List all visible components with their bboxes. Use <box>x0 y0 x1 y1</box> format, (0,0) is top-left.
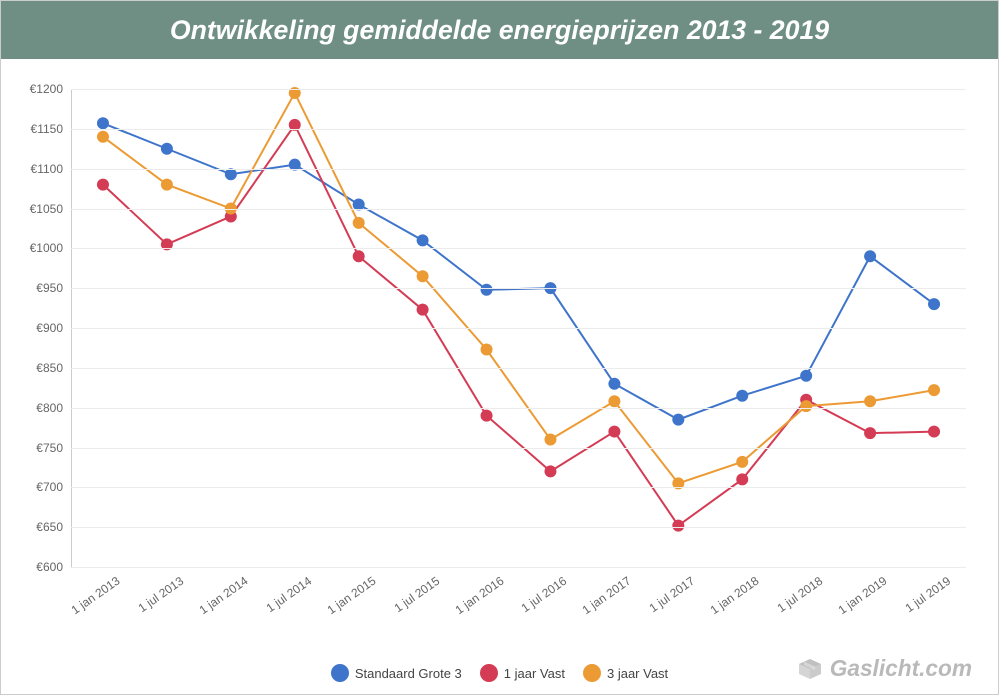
data-point <box>225 168 237 180</box>
grid-line <box>71 129 966 130</box>
x-tick-label: 1 jul 2015 <box>384 564 442 615</box>
data-point <box>417 304 429 316</box>
x-tick-label: 1 jul 2016 <box>512 564 570 615</box>
grid-line <box>71 368 966 369</box>
data-point <box>417 234 429 246</box>
grid-line <box>71 448 966 449</box>
data-point <box>672 414 684 426</box>
data-point <box>928 384 940 396</box>
data-point <box>161 179 173 191</box>
data-point <box>928 426 940 438</box>
data-point <box>417 270 429 282</box>
x-tick-label: 1 jan 2015 <box>317 564 378 617</box>
data-point <box>608 378 620 390</box>
data-point <box>736 390 748 402</box>
y-tick-label: €650 <box>36 520 71 534</box>
series-line <box>103 125 934 526</box>
data-point <box>97 117 109 129</box>
y-tick-label: €1200 <box>30 82 71 96</box>
legend-dot <box>583 664 601 682</box>
grid-line <box>71 487 966 488</box>
data-point <box>97 131 109 143</box>
data-point <box>97 179 109 191</box>
data-point <box>928 298 940 310</box>
legend-label: 3 jaar Vast <box>607 666 668 681</box>
x-tick-label: 1 jan 2018 <box>701 564 762 617</box>
data-point <box>864 427 876 439</box>
data-point <box>736 473 748 485</box>
y-tick-label: €600 <box>36 560 71 574</box>
data-point <box>481 344 493 356</box>
chart-title: Ontwikkeling gemiddelde energieprijzen 2… <box>170 15 829 46</box>
data-point <box>161 143 173 155</box>
grid-line <box>71 567 966 568</box>
grid-line <box>71 527 966 528</box>
y-tick-label: €800 <box>36 401 71 415</box>
chart-container: Ontwikkeling gemiddelde energieprijzen 2… <box>0 0 999 695</box>
legend-dot <box>480 664 498 682</box>
data-point <box>353 250 365 262</box>
x-tick-label: 1 jul 2013 <box>129 564 187 615</box>
plot-area: €600€650€700€750€800€850€900€950€1000€10… <box>71 89 966 567</box>
grid-line <box>71 288 966 289</box>
x-tick-label: 1 jul 2019 <box>896 564 954 615</box>
legend-label: 1 jaar Vast <box>504 666 565 681</box>
y-tick-label: €850 <box>36 361 71 375</box>
x-tick-label: 1 jan 2019 <box>829 564 890 617</box>
y-tick-label: €950 <box>36 281 71 295</box>
data-point <box>608 426 620 438</box>
grid-line <box>71 169 966 170</box>
data-point <box>608 395 620 407</box>
data-point <box>544 434 556 446</box>
grid-line <box>71 89 966 90</box>
data-point <box>481 410 493 422</box>
y-tick-label: €900 <box>36 321 71 335</box>
y-tick-label: €750 <box>36 441 71 455</box>
legend-item: Standaard Grote 3 <box>331 664 462 682</box>
x-tick-label: 1 jul 2017 <box>640 564 698 615</box>
data-point <box>544 465 556 477</box>
grid-line <box>71 248 966 249</box>
x-tick-label: 1 jan 2014 <box>189 564 250 617</box>
brand-logo: Gaslicht.com <box>796 655 972 682</box>
brand-text: Gaslicht.com <box>830 655 972 682</box>
x-tick-label: 1 jan 2016 <box>445 564 506 617</box>
legend-label: Standaard Grote 3 <box>355 666 462 681</box>
y-tick-label: €1150 <box>31 122 71 136</box>
y-tick-label: €1000 <box>30 241 71 255</box>
data-point <box>736 456 748 468</box>
y-tick-label: €1100 <box>31 162 71 176</box>
chart-header: Ontwikkeling gemiddelde energieprijzen 2… <box>1 1 998 59</box>
legend-item: 3 jaar Vast <box>583 664 668 682</box>
legend-dot <box>331 664 349 682</box>
grid-line <box>71 408 966 409</box>
grid-line <box>71 328 966 329</box>
x-tick-label: 1 jul 2014 <box>256 564 314 615</box>
x-tick-label: 1 jan 2017 <box>573 564 634 617</box>
data-point <box>481 284 493 296</box>
x-tick-label: 1 jul 2018 <box>768 564 826 615</box>
grid-line <box>71 209 966 210</box>
data-point <box>672 520 684 532</box>
legend-item: 1 jaar Vast <box>480 664 565 682</box>
y-tick-label: €1050 <box>30 202 71 216</box>
data-point <box>800 400 812 412</box>
data-point <box>864 250 876 262</box>
data-point <box>353 217 365 229</box>
data-point <box>864 395 876 407</box>
y-tick-label: €700 <box>36 480 71 494</box>
data-point <box>800 370 812 382</box>
box-icon <box>796 657 824 681</box>
